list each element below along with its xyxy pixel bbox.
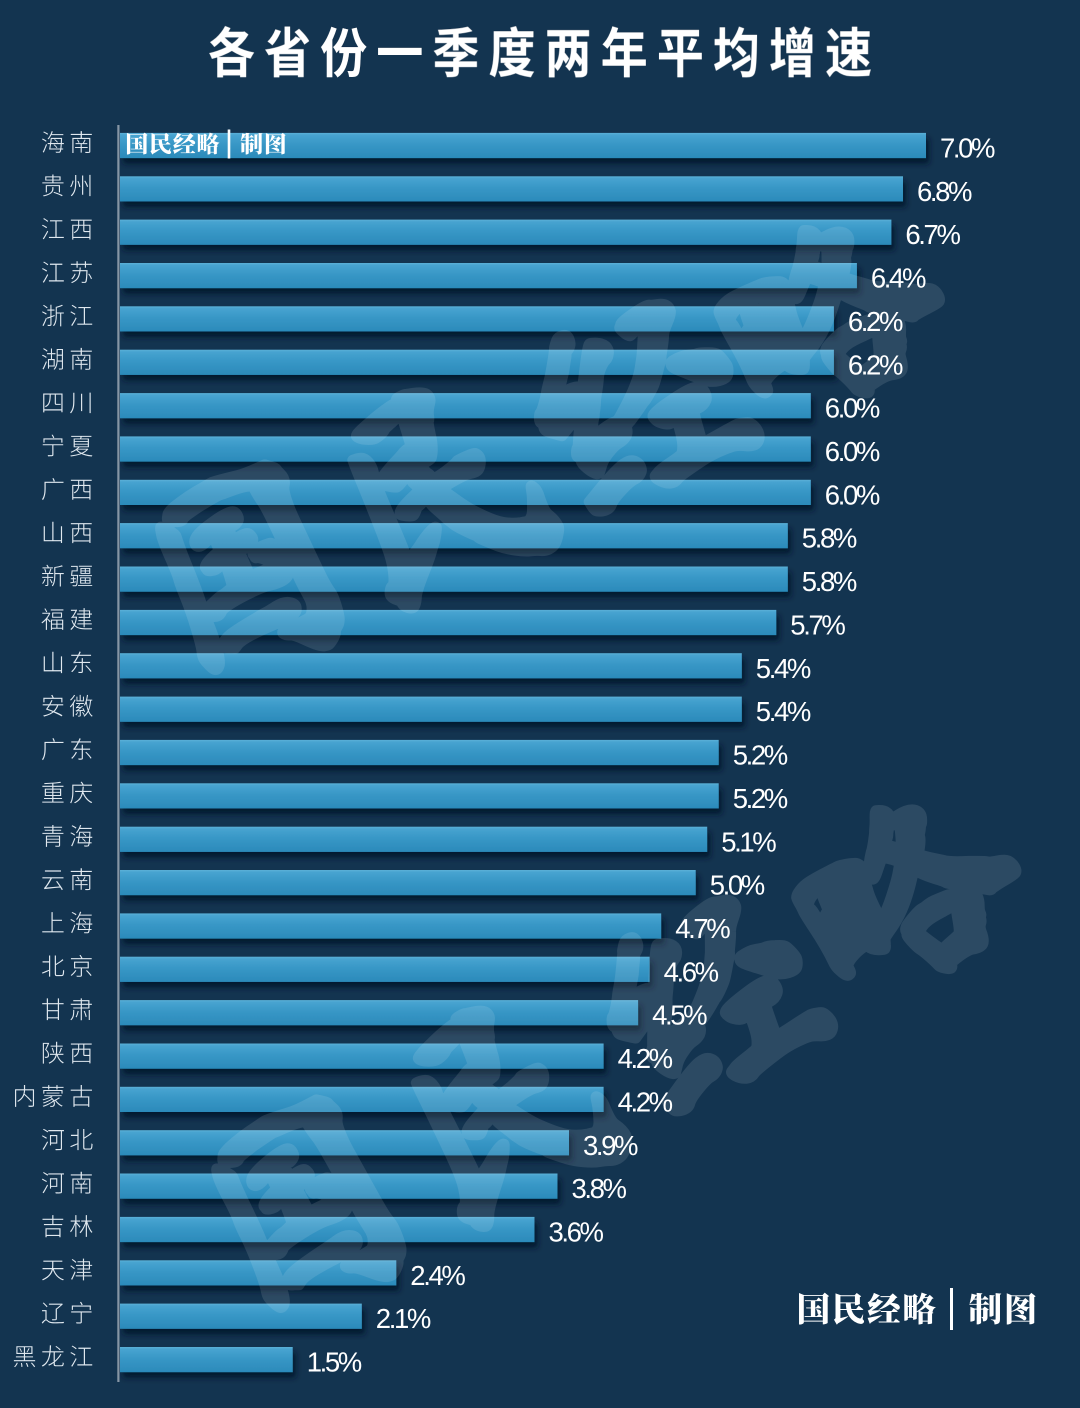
svg-text:5.1%: 5.1% (721, 826, 777, 857)
svg-text:3.6%: 3.6% (549, 1217, 605, 1248)
svg-text:2.1%: 2.1% (376, 1303, 432, 1334)
svg-text:5.0%: 5.0% (710, 870, 766, 901)
svg-text:5.2%: 5.2% (733, 783, 789, 814)
svg-text:2.4%: 2.4% (410, 1260, 466, 1291)
svg-text:5.2%: 5.2% (733, 740, 789, 771)
svg-text:4.2%: 4.2% (618, 1086, 674, 1117)
svg-text:6.0%: 6.0% (825, 393, 881, 424)
svg-text:4.2%: 4.2% (618, 1043, 674, 1074)
svg-text:6.0%: 6.0% (825, 436, 881, 467)
svg-text:3.9%: 3.9% (583, 1130, 639, 1161)
svg-text:1.5%: 1.5% (307, 1347, 363, 1378)
svg-text:6.2%: 6.2% (848, 306, 904, 337)
svg-text:4.6%: 4.6% (664, 956, 720, 987)
svg-text:6.4%: 6.4% (871, 263, 927, 294)
svg-text:4.7%: 4.7% (675, 913, 731, 944)
svg-text:6.7%: 6.7% (905, 219, 961, 250)
svg-text:4.5%: 4.5% (652, 1000, 708, 1031)
svg-text:5.8%: 5.8% (802, 523, 858, 554)
svg-text:5.8%: 5.8% (802, 566, 858, 597)
svg-text:7.0%: 7.0% (940, 133, 996, 164)
svg-text:5.4%: 5.4% (756, 653, 812, 684)
svg-text:6.8%: 6.8% (917, 176, 973, 207)
svg-text:5.7%: 5.7% (790, 610, 846, 641)
svg-text:6.2%: 6.2% (848, 349, 904, 380)
svg-text:6.0%: 6.0% (825, 479, 881, 510)
svg-text:3.8%: 3.8% (572, 1173, 628, 1204)
svg-text:5.4%: 5.4% (756, 696, 812, 727)
